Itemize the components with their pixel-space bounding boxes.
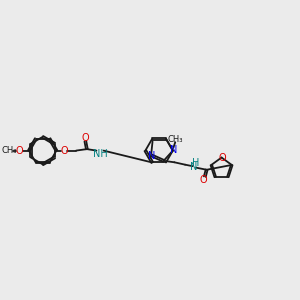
Text: CH₃: CH₃ [167,135,183,144]
Text: O: O [60,146,68,156]
Text: O: O [82,133,89,143]
Text: O: O [16,146,23,156]
Text: H: H [192,158,199,168]
Text: O: O [218,152,226,163]
Text: NH: NH [93,149,107,159]
Text: O: O [200,175,208,185]
Text: N: N [148,151,155,161]
Text: N: N [170,145,177,155]
Text: CH₃: CH₃ [2,146,17,155]
Text: N: N [190,162,198,172]
